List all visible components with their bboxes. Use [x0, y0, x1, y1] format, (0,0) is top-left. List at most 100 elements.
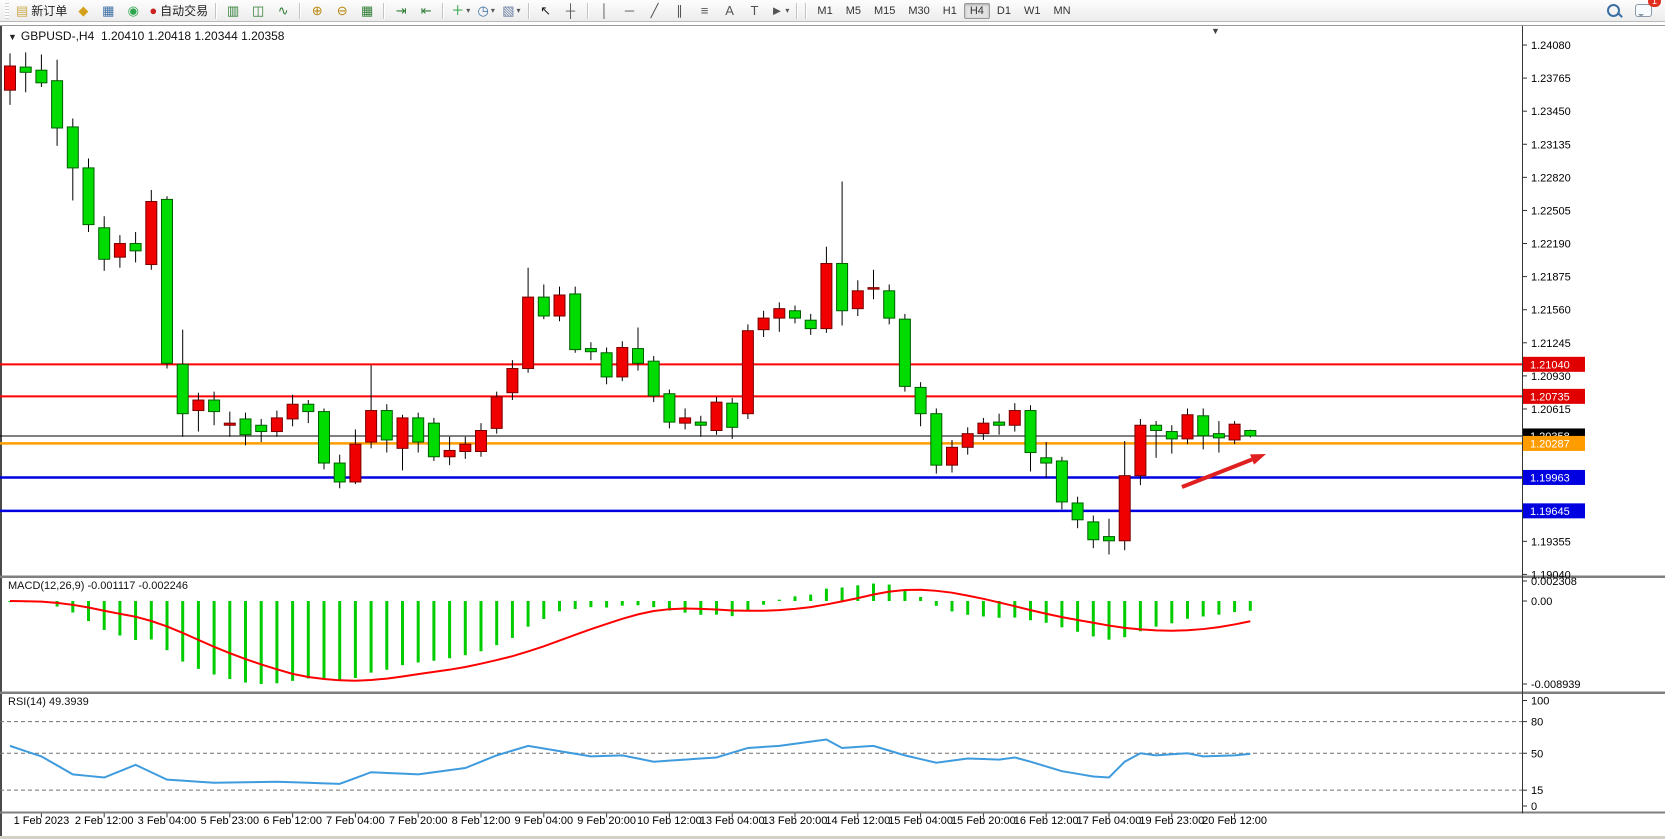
indicators-button-caret-icon[interactable]: ▾ — [466, 6, 471, 15]
candle-body — [804, 319, 817, 330]
macd-indicator-label: MACD(12,26,9) -0.001117 -0.002246 — [8, 580, 188, 592]
candlestick — [1244, 429, 1257, 438]
chart-shift-button[interactable]: ⇤ — [414, 1, 438, 21]
candlestick — [914, 382, 927, 427]
date-tick-label: 13 Feb 20:00 — [763, 815, 828, 827]
timeframe-button-h4[interactable]: H4 — [963, 2, 990, 19]
channel-tool-button[interactable]: ∥ — [668, 1, 692, 21]
candlestick — [1165, 425, 1178, 454]
crosshair-tool-button[interactable]: ┼ — [559, 1, 583, 21]
price-badge-label: 1.19963 — [1530, 472, 1570, 484]
candlestick — [82, 158, 95, 232]
candlestick — [836, 181, 849, 326]
new-order-button[interactable]: ▤ 新订单 — [13, 1, 70, 21]
chart-dropdown-icon[interactable]: ▼ — [8, 32, 17, 42]
notifications-button[interactable]: 1 — [1631, 0, 1661, 21]
candle-body — [584, 348, 597, 353]
chart-profile-icon: ◆ — [78, 3, 89, 18]
tile-windows-button[interactable]: ▦ — [355, 1, 379, 21]
vline-tool-button[interactable]: │ — [593, 1, 617, 21]
timeframe-button-m15[interactable]: M15 — [873, 4, 896, 17]
shapes-tool-button-caret-icon[interactable]: ▾ — [785, 6, 790, 15]
candlestick — [632, 327, 644, 371]
data-window-button[interactable]: ◉ — [121, 1, 145, 21]
periods-button[interactable]: ◷ ▾ — [474, 1, 498, 21]
candlestick — [427, 417, 440, 461]
candle-body — [820, 262, 833, 330]
candlestick — [663, 389, 676, 429]
auto-scroll-button[interactable]: ⇥ — [389, 1, 413, 21]
timeframe-button-m30[interactable]: M30 — [908, 4, 930, 17]
candlestick — [1087, 515, 1100, 549]
label-tool-icon: T — [750, 3, 759, 18]
market-watch-button[interactable]: ▦ — [96, 1, 120, 21]
chart-left-border — [0, 26, 2, 839]
toolbar-grip — [5, 2, 9, 19]
cursor-tool-button[interactable]: ↖ — [534, 1, 558, 21]
text-tool-icon: A — [725, 3, 734, 18]
timeframe-button-w1[interactable]: W1 — [1023, 4, 1041, 17]
chart-profile-button[interactable]: ◆ — [71, 1, 95, 21]
pane-separator[interactable] — [0, 691, 1665, 695]
price-tick-label: 1.21560 — [1531, 305, 1571, 317]
candle-body — [1134, 424, 1147, 477]
search-button[interactable] — [1601, 1, 1625, 21]
price-tick-label: 1.19040 — [1531, 569, 1571, 581]
candlestick — [679, 408, 692, 430]
hline-tool-button[interactable]: ─ — [618, 1, 642, 21]
indicators-icon: ＋ — [451, 3, 465, 18]
candlestick-mode-button[interactable]: ◫ — [246, 1, 270, 21]
timeframe-button-h1[interactable]: H1 — [942, 4, 957, 17]
price-tick-label: 1.22190 — [1531, 239, 1571, 251]
pane-separator[interactable] — [0, 575, 1665, 579]
candle-body — [726, 402, 739, 428]
candle-body — [396, 417, 409, 449]
timeframe-button-mn[interactable]: MN — [1053, 4, 1071, 17]
indicators-button[interactable]: ＋ ▾ — [448, 1, 473, 21]
candle-body — [129, 243, 142, 252]
text-tool-button[interactable]: A — [718, 1, 742, 21]
chart-canvas[interactable]: 1.24080 1.23765 1.23450 1.23135 1.22820 1.225… — [0, 22, 1665, 839]
templates-button[interactable]: ▧ ▾ — [499, 1, 523, 21]
candle-body — [1055, 460, 1068, 503]
price-badge — [1523, 469, 1585, 485]
candle-body — [443, 449, 456, 458]
periods-button-caret-icon[interactable]: ▾ — [490, 6, 495, 15]
candle-body — [286, 403, 299, 420]
price-tick-label: 1.23450 — [1531, 106, 1571, 118]
bar-chart-mode-icon: ▥ — [227, 3, 240, 18]
auto-trading-button[interactable]: ● 自动交易 — [146, 1, 211, 21]
timeframe-button-m1[interactable]: M1 — [817, 4, 833, 17]
candle-body — [898, 318, 911, 387]
candlestick — [1008, 403, 1021, 432]
line-chart-mode-button[interactable]: ∿ — [271, 1, 295, 21]
label-tool-button[interactable]: T — [743, 1, 767, 21]
bar-chart-mode-button[interactable]: ▥ — [221, 1, 245, 21]
shapes-tool-button[interactable]: ► ▾ — [768, 1, 793, 21]
candlestick — [365, 365, 378, 449]
candle-body — [679, 417, 692, 424]
trend-arrow-head[interactable] — [1250, 454, 1266, 465]
zoom-in-button[interactable]: ⊕ — [305, 1, 329, 21]
price-badge — [1523, 356, 1585, 372]
trend-arrow-shaft[interactable] — [1181, 457, 1253, 489]
window-bottom-strip — [0, 836, 1665, 839]
candle-body — [475, 429, 487, 453]
trendline-tool-button[interactable]: ╱ — [643, 1, 667, 21]
candlestick — [98, 216, 111, 271]
date-tick-label: 5 Feb 23:00 — [200, 815, 259, 827]
candle-body — [977, 422, 990, 435]
price-tick-label: 1.21245 — [1531, 338, 1571, 350]
fibonacci-tool-button[interactable]: ≡ — [693, 1, 717, 21]
zoom-out-button[interactable]: ⊖ — [330, 1, 354, 21]
candlestick — [867, 269, 880, 300]
timeframe-button-d1[interactable]: D1 — [996, 4, 1011, 17]
candlestick — [145, 189, 158, 270]
candlestick — [1024, 405, 1037, 472]
timeframe-button-m5[interactable]: M5 — [845, 4, 861, 17]
templates-button-caret-icon[interactable]: ▾ — [516, 6, 521, 15]
candlestick — [522, 267, 535, 373]
candle-body — [663, 393, 676, 423]
toolbar-separator — [442, 2, 445, 19]
rsi-tick-label: 80 — [1531, 717, 1543, 729]
